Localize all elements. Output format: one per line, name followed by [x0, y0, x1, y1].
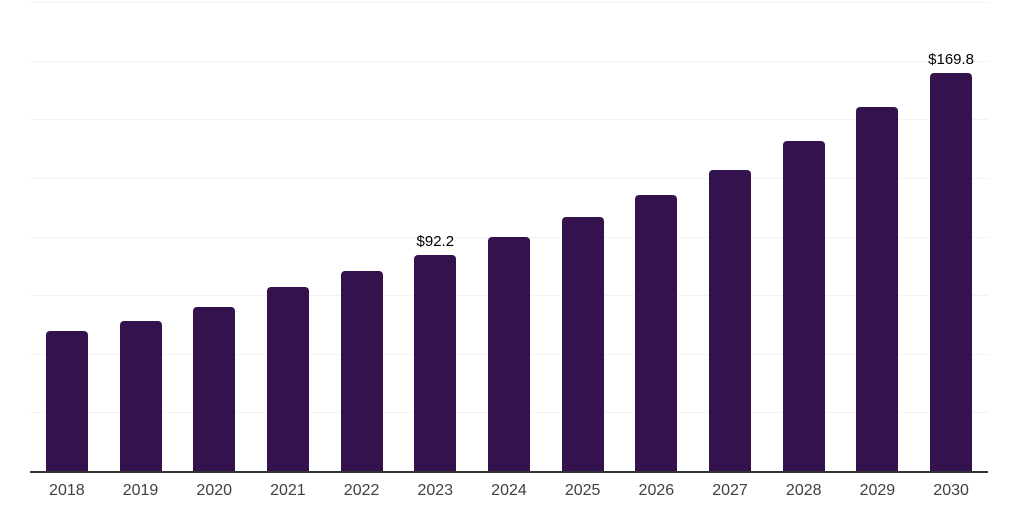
- x-tick-label-2027: 2027: [712, 482, 748, 499]
- bar-column-2025: [546, 2, 620, 471]
- value-label-2023: $92.2: [416, 232, 455, 250]
- x-tick-label-2028: 2028: [785, 482, 822, 499]
- x-tick-label-2025: 2025: [564, 482, 601, 499]
- x-tick-label-2029: 2029: [859, 482, 896, 499]
- gridline-125: [30, 177, 988, 179]
- bar-2027: [709, 169, 752, 471]
- gridline-200: [30, 2, 988, 3]
- bar-column-2024: [472, 2, 546, 471]
- x-tick-label-2020: 2020: [196, 482, 233, 499]
- bar-2025: [561, 217, 604, 471]
- x-tick-label-2026: 2026: [638, 482, 675, 499]
- gridline-175: [30, 60, 988, 62]
- bar-column-2026: [620, 2, 694, 471]
- x-tick-label-2019: 2019: [122, 482, 159, 499]
- bar-column-2028: [767, 2, 841, 471]
- bar-2026: [635, 194, 678, 471]
- bar-column-2022: [325, 2, 399, 471]
- x-tick-label-2022: 2022: [343, 482, 380, 499]
- bar-column-2029: [841, 2, 915, 471]
- plot-area: $92.2 $169.8: [30, 2, 988, 473]
- bar-2024: [487, 236, 530, 471]
- x-tick-label-2021: 2021: [270, 482, 306, 499]
- value-label-2030: $169.8: [928, 50, 975, 68]
- bar-2030: [930, 72, 973, 471]
- x-axis-labels: 2018 2019 2020 2021 2022 2023 2024 2025 2026 2027…: [30, 481, 988, 500]
- x-tick-label-2023: 2023: [417, 482, 454, 499]
- bar-2023: [414, 254, 457, 471]
- bar-2018: [45, 330, 88, 471]
- bar-column-2020: [177, 2, 251, 471]
- bar-column-2018: [30, 2, 104, 471]
- bar-2019: [119, 320, 162, 471]
- bar-column-2019: [104, 2, 178, 471]
- gridline-150: [30, 119, 988, 121]
- bar-column-2021: [251, 2, 325, 471]
- bar-columns: $92.2 $169.8: [30, 2, 988, 471]
- bar-column-2030: $169.8: [914, 2, 988, 471]
- x-tick-label-2018: 2018: [49, 482, 85, 499]
- bar-column-2023: $92.2: [398, 2, 472, 471]
- bar-2020: [193, 307, 236, 471]
- bar-column-2027: [693, 2, 767, 471]
- x-tick-label-2030: 2030: [933, 482, 969, 499]
- bar-2022: [340, 271, 383, 471]
- bar-2021: [266, 287, 309, 471]
- bar-2028: [782, 140, 825, 471]
- bar-2029: [856, 107, 899, 471]
- x-tick-label-2024: 2024: [491, 482, 527, 499]
